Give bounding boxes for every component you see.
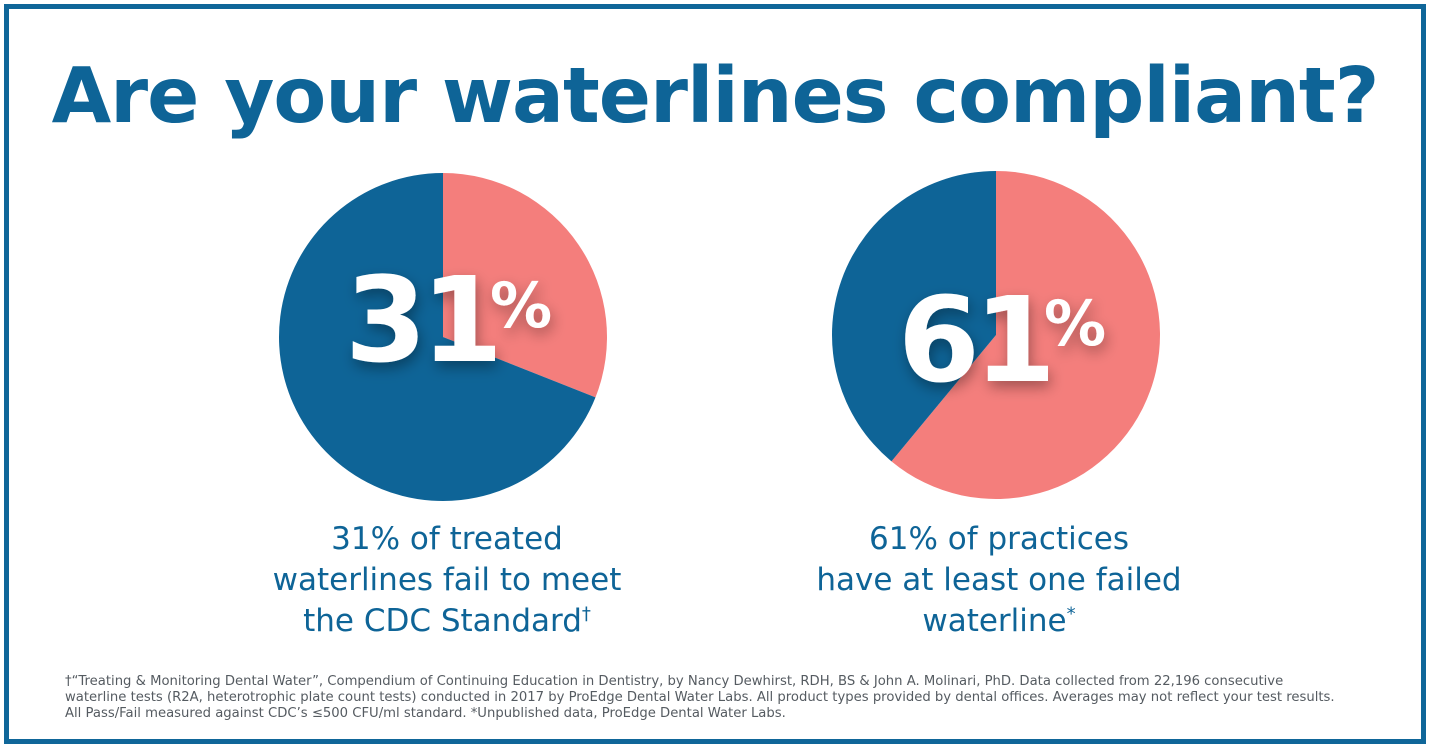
page-title: Are your waterlines compliant? <box>51 52 1380 141</box>
center-percent-61: % <box>1044 287 1106 360</box>
caption-61-line-1: 61% of practices <box>869 521 1129 557</box>
caption-61: 61% of practices have at least one faile… <box>799 519 1199 642</box>
caption-31-line-2: waterlines fail to meet <box>272 562 622 598</box>
footnote-line-2: waterline tests (R2A, heterotrophic plat… <box>65 690 1335 705</box>
asterisk-mark: * <box>1066 603 1076 625</box>
pie-chart-31 <box>278 173 607 501</box>
center-number-61: 61 <box>898 271 1050 409</box>
caption-61-line-3: waterline <box>922 603 1067 639</box>
caption-31-line-3: the CDC Standard <box>303 603 582 639</box>
infographic-frame: Are your waterlines compliant? 31 % 61 %… <box>4 4 1426 744</box>
caption-31-line-1: 31% of treated <box>331 521 563 557</box>
caption-61-line-2: have at least one failed <box>816 562 1182 598</box>
footnote: †“Treating & Monitoring Dental Water”, C… <box>65 674 1395 722</box>
center-percent-31: % <box>490 269 552 342</box>
pie-chart-61 <box>831 171 1161 499</box>
pie-charts: 31 % 61 % <box>278 171 1161 501</box>
pie-0-slice-pass <box>278 173 596 501</box>
footnote-line-1: †“Treating & Monitoring Dental Water”, C… <box>65 674 1284 689</box>
pie-1-slice-not-failed <box>831 171 996 462</box>
center-label-61: 61 % <box>898 271 1106 409</box>
pie-0-slice-fail <box>443 173 607 398</box>
dagger-mark: † <box>581 603 591 625</box>
center-number-31: 31 <box>345 251 497 389</box>
caption-31: 31% of treated waterlines fail to meet t… <box>247 519 647 642</box>
footnote-line-3: All Pass/Fail measured against CDC’s ≤50… <box>65 706 786 721</box>
center-label-31: 31 % <box>345 251 552 389</box>
pie-1-slice-failed <box>891 171 1161 499</box>
